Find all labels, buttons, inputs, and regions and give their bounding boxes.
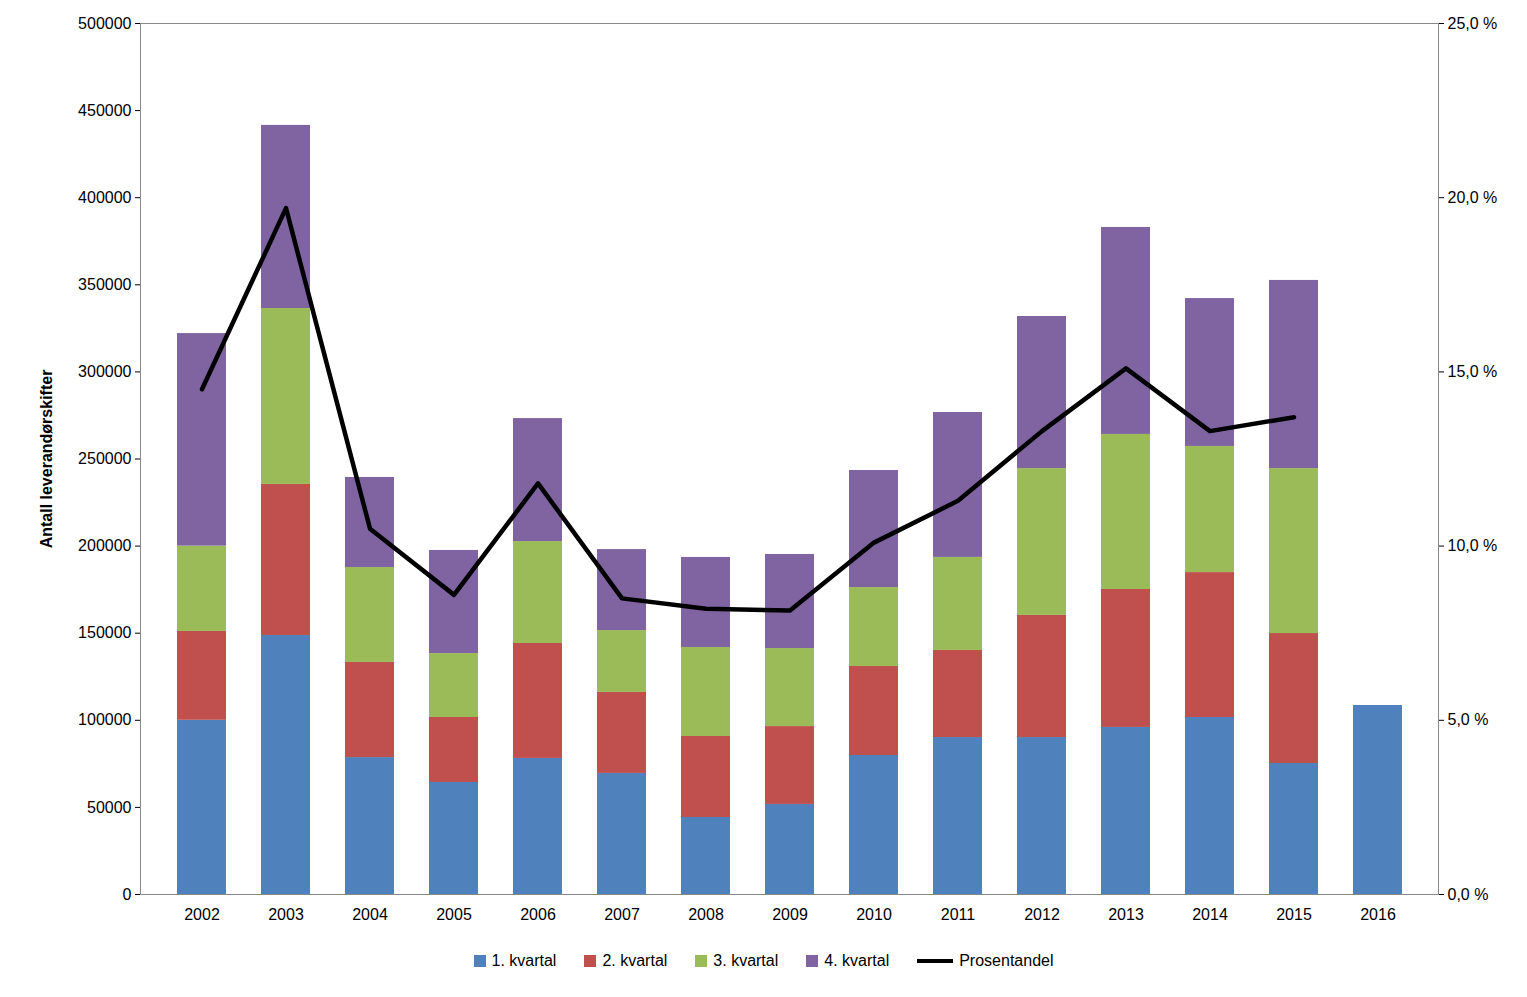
svg-text:2015: 2015 <box>1276 906 1312 923</box>
svg-text:2008: 2008 <box>688 906 724 923</box>
svg-text:400000: 400000 <box>78 189 131 206</box>
svg-text:15,0 %: 15,0 % <box>1448 363 1498 380</box>
svg-text:2002: 2002 <box>184 906 220 923</box>
svg-text:0,0 %: 0,0 % <box>1448 886 1489 903</box>
svg-text:500000: 500000 <box>78 15 131 32</box>
svg-text:450000: 450000 <box>78 102 131 119</box>
svg-text:100000: 100000 <box>78 711 131 728</box>
svg-text:10,0 %: 10,0 % <box>1448 537 1498 554</box>
svg-text:2009: 2009 <box>772 906 808 923</box>
svg-text:Antall leverandørskifter: Antall leverandørskifter <box>38 370 55 549</box>
svg-text:50000: 50000 <box>87 799 132 816</box>
svg-text:2003: 2003 <box>268 906 304 923</box>
svg-text:2005: 2005 <box>436 906 472 923</box>
svg-text:350000: 350000 <box>78 276 131 293</box>
svg-text:0: 0 <box>123 886 132 903</box>
svg-text:200000: 200000 <box>78 537 131 554</box>
html-text:4. kvartal: 4. kvartal <box>824 952 890 969</box>
svg-text:2014: 2014 <box>1192 906 1228 923</box>
svg-text:5,0 %: 5,0 % <box>1448 711 1489 728</box>
svg-text:300000: 300000 <box>78 363 131 380</box>
svg-text:2007: 2007 <box>604 906 640 923</box>
svg-text:2006: 2006 <box>520 906 556 923</box>
svg-text:2010: 2010 <box>856 906 892 923</box>
svg-text:2004: 2004 <box>352 906 388 923</box>
svg-text:2011: 2011 <box>941 906 976 923</box>
html-text:2. kvartal: 2. kvartal <box>602 952 668 969</box>
html-text:1. kvartal: 1. kvartal <box>491 952 557 969</box>
svg-text:20,0 %: 20,0 % <box>1448 189 1498 206</box>
svg-text:25,0 %: 25,0 % <box>1448 15 1498 32</box>
svg-text:2012: 2012 <box>1024 906 1060 923</box>
svg-text:2016: 2016 <box>1360 906 1396 923</box>
svg-text:2013: 2013 <box>1108 906 1144 923</box>
html-text:Prosentandel: Prosentandel <box>959 952 1054 969</box>
svg-text:250000: 250000 <box>78 450 131 467</box>
html-text:3. kvartal: 3. kvartal <box>713 952 779 969</box>
svg-text:150000: 150000 <box>78 624 131 641</box>
